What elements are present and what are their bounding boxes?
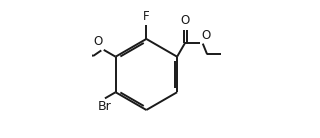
Text: Br: Br <box>97 100 111 113</box>
Text: O: O <box>94 35 103 48</box>
Text: F: F <box>143 10 150 23</box>
Text: O: O <box>181 14 190 27</box>
Text: O: O <box>201 29 210 42</box>
